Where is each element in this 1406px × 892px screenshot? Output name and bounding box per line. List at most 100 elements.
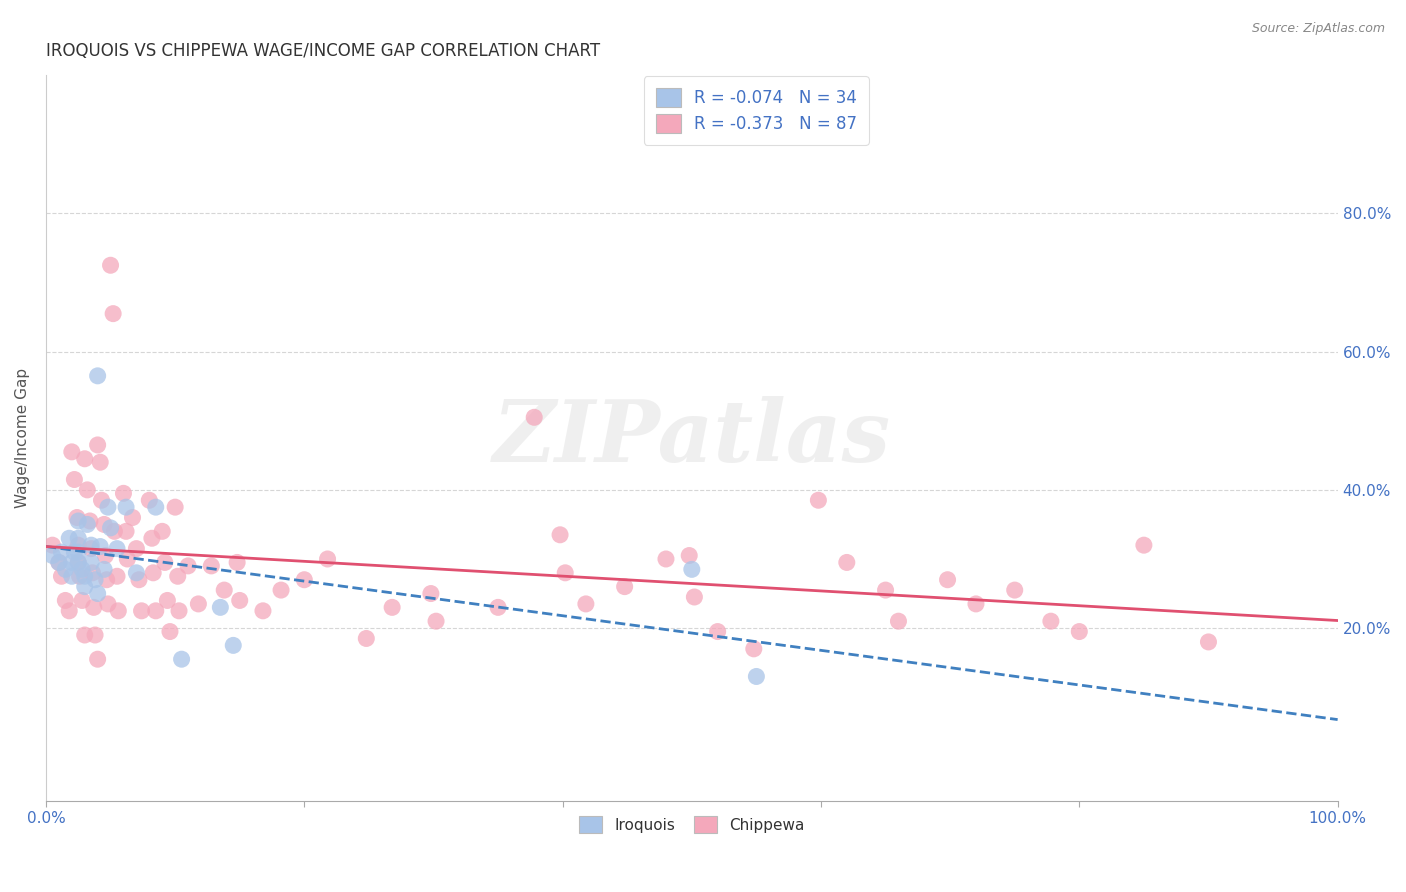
- Point: [100, 258, 122, 272]
- Point: [67, 556, 90, 570]
- Point: [41, 549, 63, 563]
- Point: [70, 562, 93, 576]
- Point: [67, 538, 90, 552]
- Point: [187, 597, 209, 611]
- Point: [138, 493, 160, 508]
- Point: [60, 445, 83, 459]
- Point: [141, 531, 163, 545]
- Point: [554, 566, 576, 580]
- Point: [228, 593, 250, 607]
- Point: [316, 552, 339, 566]
- Point: [67, 514, 90, 528]
- Point: [381, 600, 404, 615]
- Point: [93, 517, 115, 532]
- Point: [209, 600, 232, 615]
- Point: [58, 604, 80, 618]
- Point: [80, 556, 103, 570]
- Point: [683, 590, 706, 604]
- Point: [226, 556, 249, 570]
- Point: [53, 562, 76, 576]
- Point: [156, 593, 179, 607]
- Point: [89, 540, 111, 554]
- Point: [112, 486, 135, 500]
- Point: [681, 562, 703, 576]
- Point: [84, 573, 107, 587]
- Point: [167, 604, 190, 618]
- Point: [41, 538, 63, 552]
- Point: [742, 641, 765, 656]
- Point: [90, 493, 112, 508]
- Point: [60, 556, 83, 570]
- Point: [166, 569, 188, 583]
- Point: [97, 500, 120, 515]
- Point: [73, 451, 96, 466]
- Point: [66, 510, 89, 524]
- Point: [142, 566, 165, 580]
- Point: [53, 593, 76, 607]
- Point: [165, 500, 187, 515]
- Point: [177, 558, 200, 573]
- Text: Source: ZipAtlas.com: Source: ZipAtlas.com: [1251, 22, 1385, 36]
- Point: [79, 514, 101, 528]
- Point: [1039, 614, 1062, 628]
- Point: [103, 524, 125, 539]
- Point: [887, 614, 910, 628]
- Point: [655, 552, 678, 566]
- Point: [575, 597, 598, 611]
- Point: [73, 569, 96, 583]
- Point: [706, 624, 728, 639]
- Point: [425, 614, 447, 628]
- Point: [807, 493, 830, 508]
- Point: [523, 410, 546, 425]
- Point: [76, 483, 98, 497]
- Point: [76, 517, 98, 532]
- Point: [145, 500, 167, 515]
- Point: [745, 669, 768, 683]
- Point: [86, 652, 108, 666]
- Point: [80, 538, 103, 552]
- Point: [548, 528, 571, 542]
- Point: [100, 521, 122, 535]
- Point: [125, 541, 148, 556]
- Point: [84, 628, 107, 642]
- Point: [51, 545, 73, 559]
- Point: [613, 580, 636, 594]
- Point: [60, 569, 83, 583]
- Point: [486, 600, 509, 615]
- Point: [93, 562, 115, 576]
- Point: [128, 573, 150, 587]
- Point: [159, 624, 181, 639]
- Point: [252, 604, 274, 618]
- Point: [936, 573, 959, 587]
- Point: [875, 583, 897, 598]
- Point: [125, 566, 148, 580]
- Point: [86, 586, 108, 600]
- Text: ZIPatlas: ZIPatlas: [492, 396, 891, 480]
- Point: [70, 593, 93, 607]
- Legend: Iroquois, Chippewa: Iroquois, Chippewa: [568, 805, 815, 844]
- Point: [150, 524, 173, 539]
- Point: [86, 438, 108, 452]
- Point: [94, 549, 117, 563]
- Point: [80, 541, 103, 556]
- Point: [48, 556, 70, 570]
- Point: [1004, 583, 1026, 598]
- Point: [58, 531, 80, 545]
- Point: [200, 558, 222, 573]
- Point: [105, 541, 128, 556]
- Point: [63, 545, 86, 559]
- Point: [101, 307, 124, 321]
- Point: [678, 549, 700, 563]
- Point: [115, 524, 138, 539]
- Point: [170, 652, 193, 666]
- Point: [153, 556, 176, 570]
- Point: [965, 597, 987, 611]
- Point: [117, 552, 139, 566]
- Point: [89, 455, 111, 469]
- Point: [73, 580, 96, 594]
- Point: [835, 556, 858, 570]
- Y-axis label: Wage/Income Gap: Wage/Income Gap: [15, 368, 30, 508]
- Point: [82, 566, 104, 580]
- Point: [73, 628, 96, 642]
- Point: [105, 569, 128, 583]
